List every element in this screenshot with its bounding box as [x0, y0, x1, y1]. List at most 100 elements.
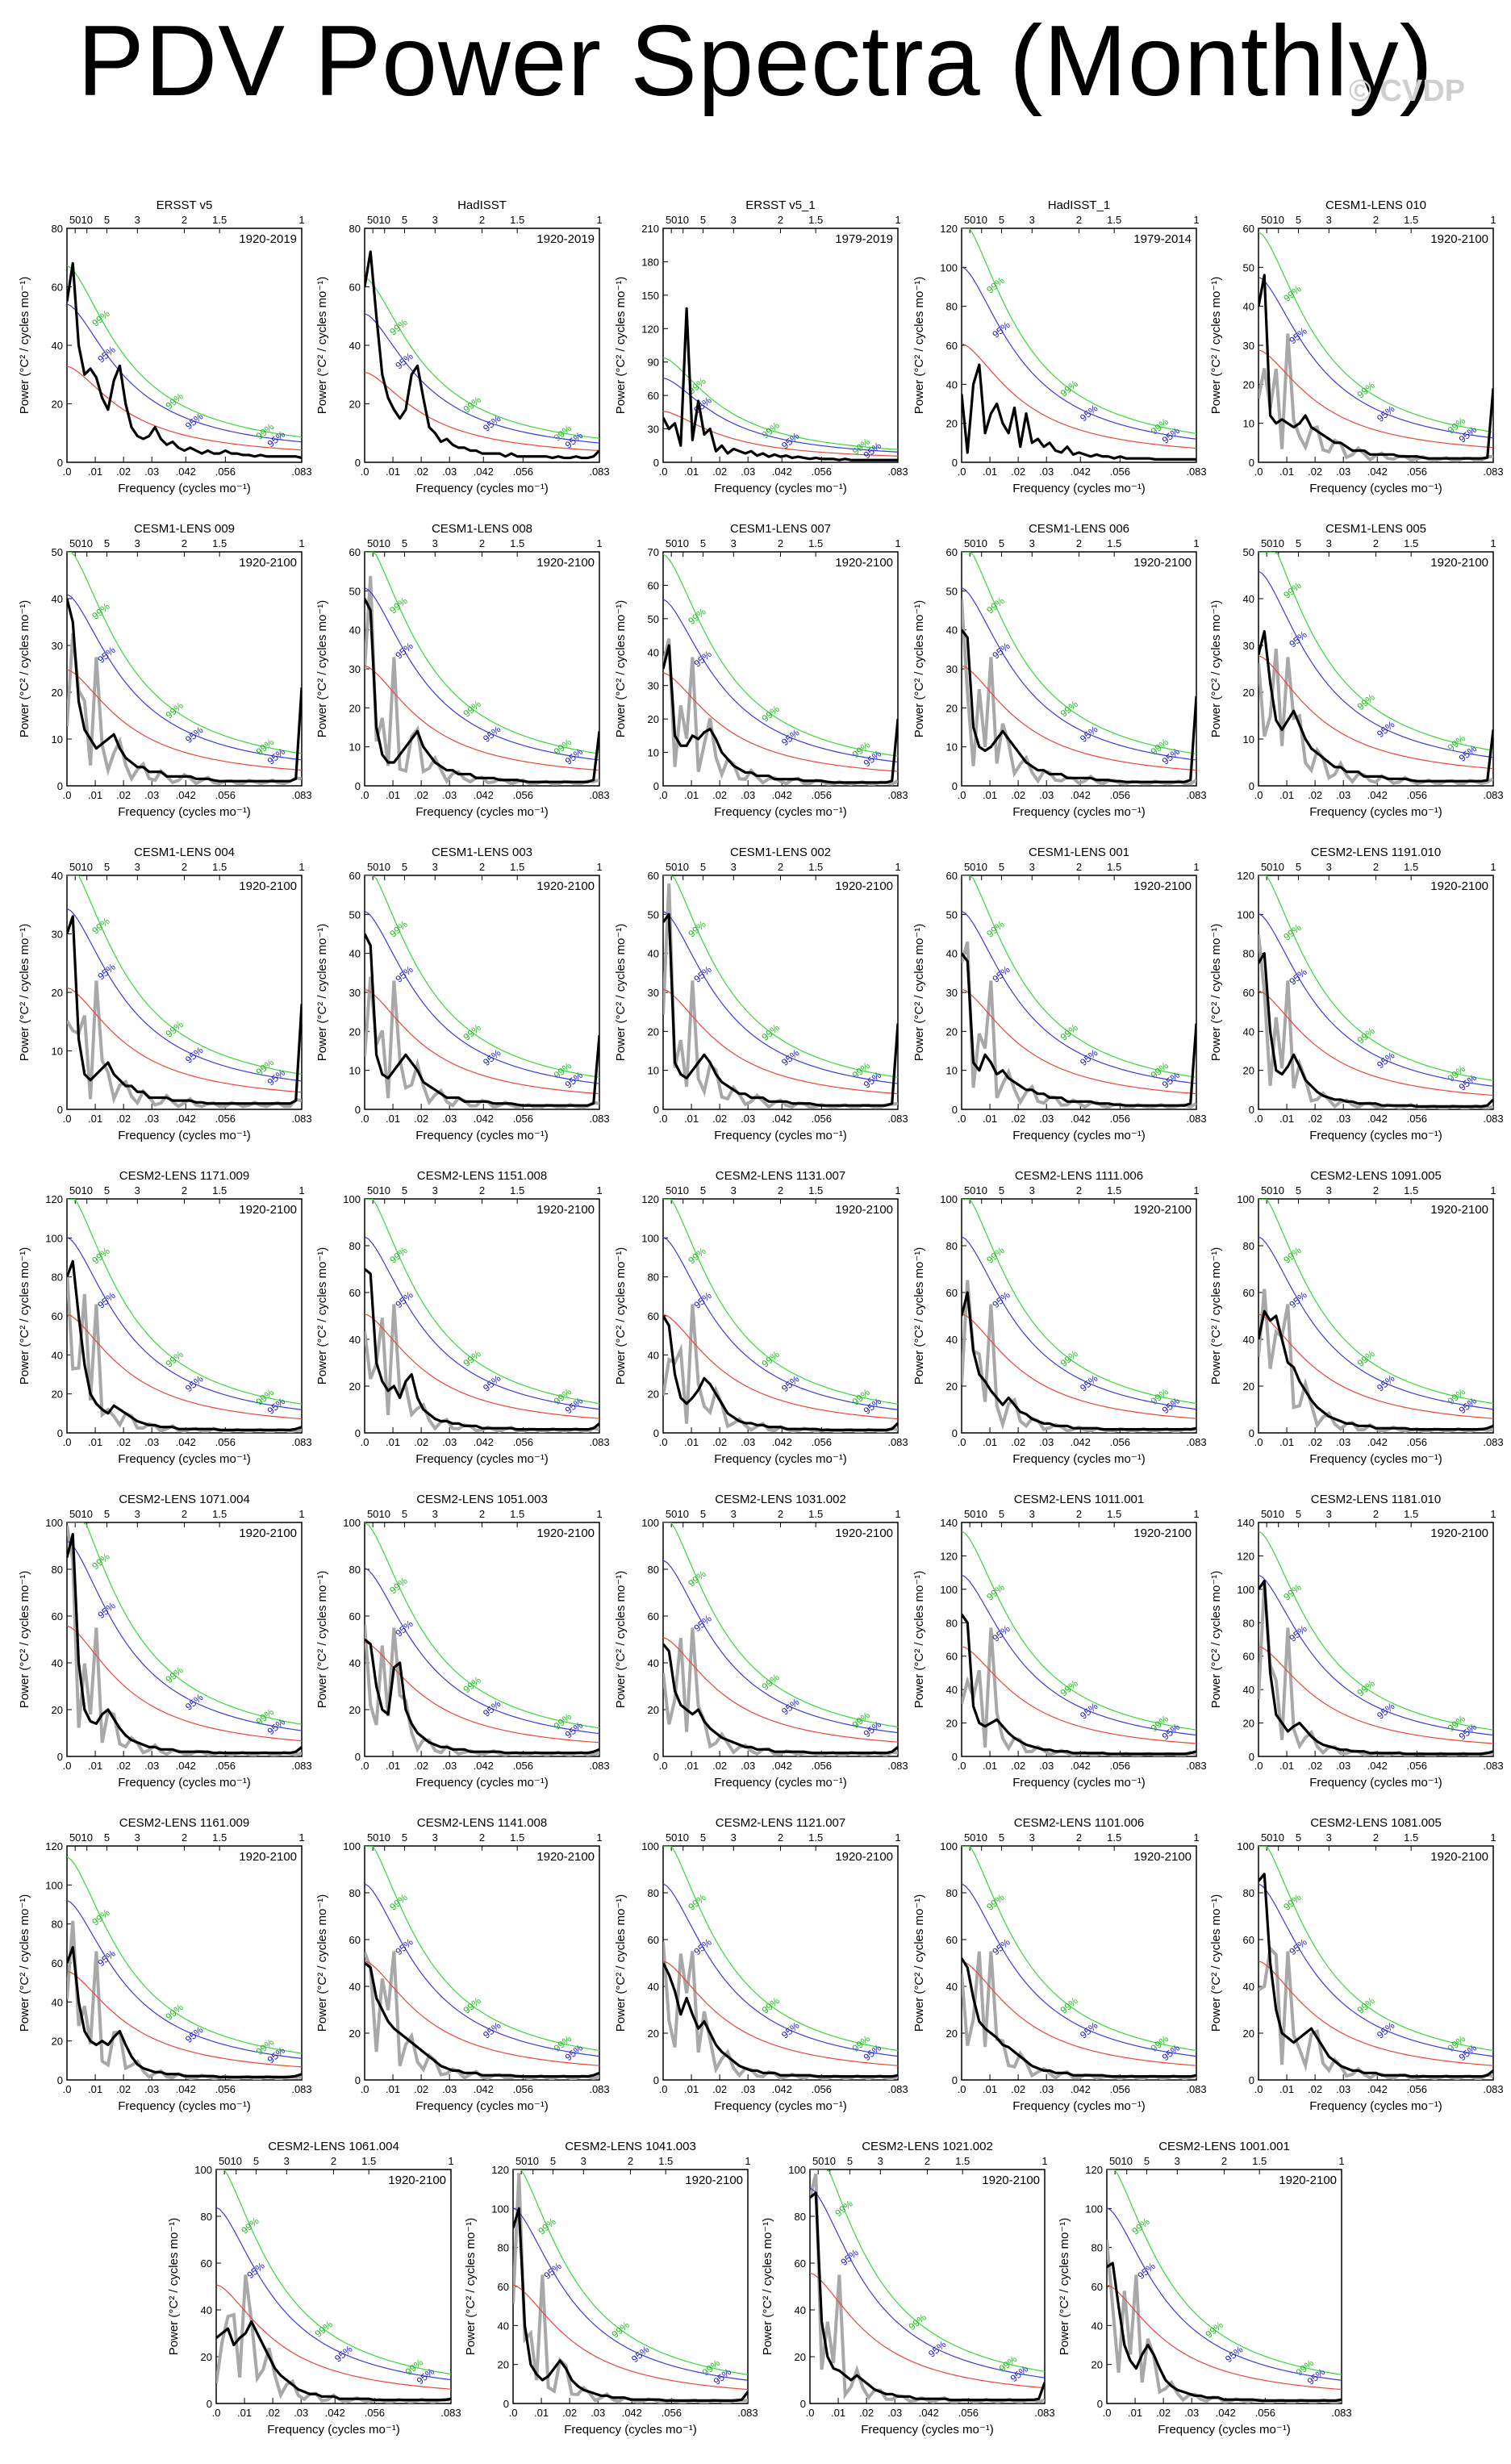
top-tick-label: 50 [666, 537, 677, 549]
y-tick-label: 20 [52, 1389, 63, 1401]
conf-level-label: 99% [461, 698, 484, 719]
y-tick-label: 100 [1085, 2203, 1103, 2215]
x-tick-label: .0 [958, 2083, 966, 2095]
top-tick-label: 2 [182, 1831, 187, 1844]
top-tick-label: 2 [182, 214, 187, 226]
x-tick-label: .0 [1254, 2083, 1263, 2095]
red-noise-line [67, 365, 302, 451]
conf95-line [962, 266, 1196, 440]
conf99-line [663, 875, 898, 1078]
period-label: 1920-2100 [1133, 1203, 1192, 1217]
top-tick-label: 10 [81, 1831, 93, 1844]
top-tick-label: 1.5 [808, 1184, 823, 1197]
x-tick-label: .083 [887, 466, 908, 478]
conf-level-label: 99% [313, 2318, 336, 2339]
x-tick-label: .03 [741, 1113, 755, 1125]
conf-level-label: 95% [1287, 1936, 1309, 1957]
y-tick-label: 20 [498, 2359, 509, 2371]
top-tick-label: 5 [402, 861, 407, 873]
gray-spectrum-line [67, 980, 302, 1109]
y-tick-label: 10 [349, 1065, 361, 1077]
conf99-line [663, 553, 898, 757]
conf95-line [663, 1560, 898, 1734]
conf-level-label: 99% [90, 307, 112, 328]
conf99-line [1258, 552, 1493, 751]
x-tick-label: .056 [812, 466, 832, 478]
y-tick-label: 60 [349, 1287, 361, 1299]
x-axis-label: Frequency (cycles mo⁻¹) [118, 1776, 251, 1790]
top-tick-label: 3 [731, 1508, 737, 1520]
x-axis-label: Frequency (cycles mo⁻¹) [714, 805, 847, 819]
top-tick-label: 10 [1273, 1184, 1284, 1197]
x-tick-label: .042 [1071, 1113, 1091, 1125]
x-tick-label: .02 [712, 1436, 727, 1448]
conf-level-label: 95% [1375, 719, 1397, 740]
conf-level-label: 99% [1058, 1677, 1081, 1698]
conf-level-label: 95% [183, 411, 206, 432]
red-noise-line [365, 1313, 599, 1419]
y-tick-label: 20 [349, 2028, 361, 2040]
y-tick-label: 40 [946, 1684, 958, 1696]
x-tick-label: .01 [88, 789, 102, 801]
conf99-line [365, 552, 599, 754]
y-tick-label: 0 [952, 1104, 958, 1116]
plot-area: 99%99%99%95%95%95% [663, 1199, 898, 1433]
red-noise-line [216, 2284, 451, 2390]
x-tick-label: .056 [215, 1113, 236, 1125]
top-tick-label: 50 [964, 1184, 975, 1197]
conf-level-label: 99% [90, 915, 112, 936]
period-label: 1920-2100 [536, 556, 595, 570]
top-tick-label: 3 [1326, 214, 1332, 226]
top-tick-label: 1 [895, 1184, 900, 1197]
top-tick-label: 1 [596, 1184, 602, 1197]
conf99-line [663, 357, 898, 450]
y-tick-label: 80 [795, 2211, 806, 2223]
spectrum-line [1258, 274, 1493, 460]
y-tick-label: 80 [52, 1272, 63, 1284]
panel-title: CESM2-LENS 1161.009 [119, 1816, 249, 1830]
x-tick-label: .02 [1011, 1436, 1025, 1448]
x-tick-label: .042 [474, 789, 494, 801]
x-tick-label: .083 [737, 2407, 758, 2419]
y-tick-label: 60 [52, 1610, 63, 1622]
x-tick-label: .056 [662, 2407, 682, 2419]
x-axis-label: Frequency (cycles mo⁻¹) [1309, 2099, 1442, 2113]
panel-title: CESM1-LENS 009 [134, 522, 235, 536]
x-tick-label: .042 [474, 466, 494, 478]
y-tick-label: 60 [648, 1934, 659, 1946]
conf95-line [365, 587, 599, 761]
top-tick-label: 50 [964, 861, 975, 873]
gray-spectrum-line [1258, 648, 1493, 786]
y-tick-label: 30 [52, 640, 63, 652]
x-tick-label: .02 [265, 2407, 280, 2419]
top-tick-label: 2 [1373, 537, 1379, 549]
spectrum-line [67, 1946, 302, 2078]
conf-level-label: 99% [1355, 691, 1378, 712]
x-tick-label: .03 [741, 1760, 755, 1772]
top-tick-label: 50 [367, 537, 378, 549]
x-tick-label: .083 [1186, 1113, 1206, 1125]
y-tick-label: 50 [648, 908, 659, 921]
period-label: 1920-2100 [982, 2174, 1040, 2187]
conf-level-label: 95% [95, 644, 118, 665]
y-tick-label: 120 [45, 1840, 63, 1852]
spectrum-line [663, 913, 898, 1107]
top-tick-label: 1.5 [1107, 1184, 1121, 1197]
y-tick-label: 60 [946, 546, 958, 558]
plot-area: 99%99%99%95%95%95% [513, 2170, 748, 2403]
top-tick-label: 50 [367, 1508, 378, 1520]
x-tick-label: .042 [1071, 2083, 1091, 2095]
y-axis-label: Power (°C² / cycles mo⁻¹) [912, 277, 926, 415]
y-tick-label: 0 [57, 1751, 63, 1763]
conf95-line [663, 599, 898, 763]
top-tick-label: 10 [379, 1508, 390, 1520]
y-axis-label: Power (°C² / cycles mo⁻¹) [912, 924, 926, 1062]
x-tick-label: .083 [887, 1113, 908, 1125]
gray-spectrum-line [1258, 934, 1493, 1109]
conf-level-label: 99% [387, 918, 410, 939]
conf-level-label: 99% [984, 1581, 1007, 1602]
x-tick-label: .02 [859, 2407, 874, 2419]
x-tick-label: .03 [442, 2083, 457, 2095]
spectrum-panel: CESM1-LENS 001 1920-2100 .0 .01 .02 .03 .042 .0… [912, 846, 1207, 1142]
plot-area: 99%99%99%95%95%95% [962, 1531, 1196, 1756]
